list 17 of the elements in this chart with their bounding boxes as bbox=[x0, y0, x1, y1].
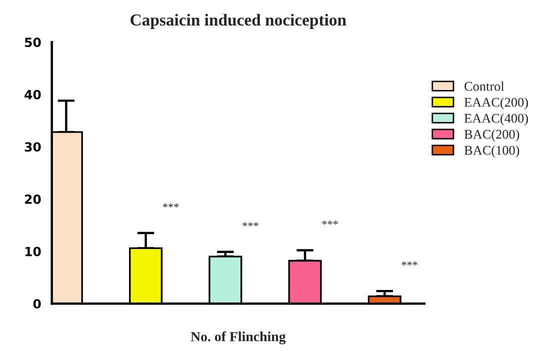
annotation: *** bbox=[242, 222, 258, 226]
annotation: *** bbox=[402, 261, 418, 266]
legend-label: EAAC(400) bbox=[464, 114, 528, 126]
y-tick-label: 50 bbox=[24, 38, 41, 48]
annotation: *** bbox=[322, 220, 338, 225]
y-tick-label: 20 bbox=[25, 194, 41, 204]
annotation: *** bbox=[162, 203, 179, 208]
legend-label: Control bbox=[464, 81, 504, 91]
x-axis-title: No. of Flinching bbox=[190, 331, 286, 344]
chart-title: Capsaicin induced nociception bbox=[130, 14, 346, 30]
y-tick-label: 0 bbox=[33, 299, 41, 309]
y-tick-label: 40 bbox=[24, 90, 41, 100]
y-tick-label: 10 bbox=[25, 246, 41, 256]
legend-label: EAAC(200) bbox=[464, 98, 528, 110]
y-tick-label: 30 bbox=[24, 142, 41, 152]
legend-label: BAC(100) bbox=[464, 146, 520, 158]
legend-label: BAC(200) bbox=[464, 130, 520, 142]
